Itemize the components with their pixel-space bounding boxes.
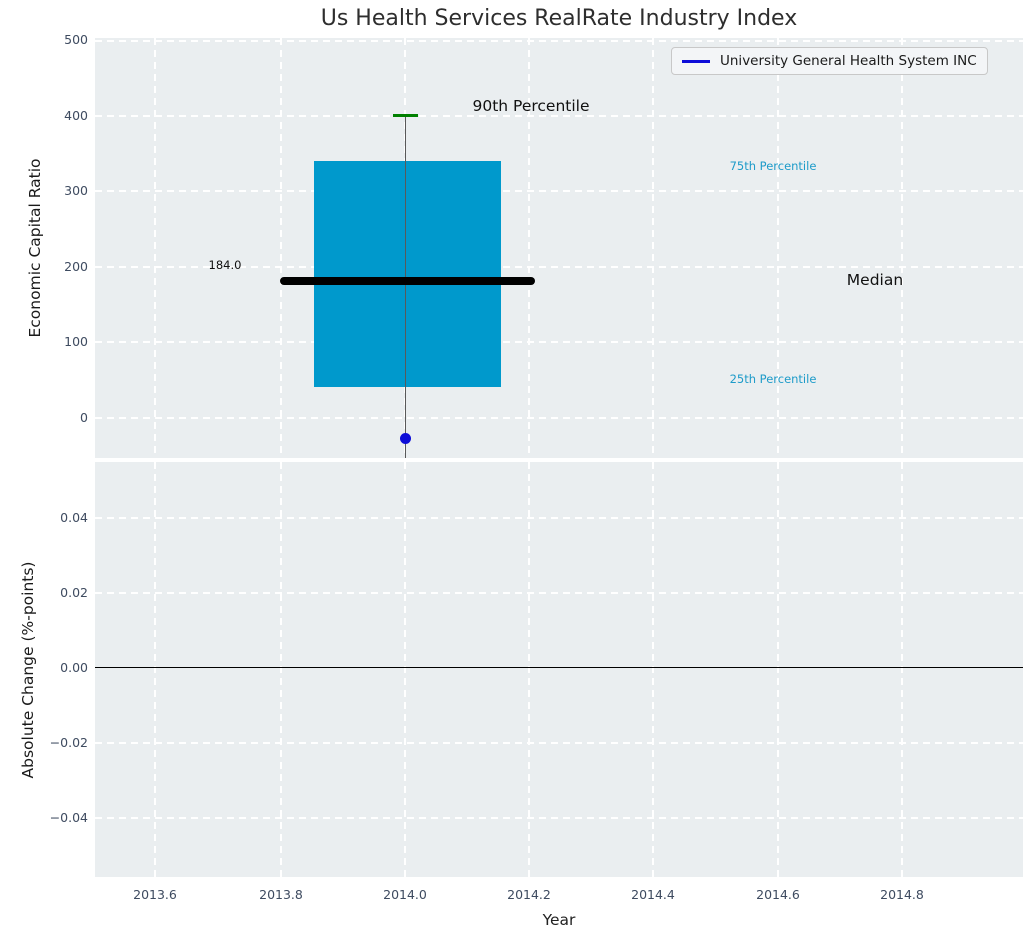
top-plot-area: 90th Percentile 75th Percentile Median 2… — [95, 38, 1023, 458]
gridline-v — [280, 462, 282, 877]
xtick-label: 2014.8 — [880, 887, 924, 902]
gridline-v — [154, 38, 156, 458]
company-data-point — [400, 433, 411, 444]
zero-change-line — [95, 666, 1023, 669]
ytick-label: 0.02 — [60, 584, 88, 600]
gridline-v — [777, 38, 779, 458]
ytick-label: 300 — [64, 183, 88, 198]
legend-entry-label: University General Health System INC — [720, 53, 977, 69]
ytick-label: 400 — [64, 107, 88, 123]
bottom-y-axis-label: Absolute Change (%-points) — [19, 561, 37, 779]
legend: University General Health System INC — [671, 47, 988, 75]
xtick-label: 2014.6 — [756, 887, 800, 902]
gridline-v — [901, 462, 903, 877]
gridline-v — [652, 462, 654, 877]
annotation-25th-percentile: 25th Percentile — [729, 372, 817, 386]
gridline-v — [652, 38, 654, 458]
xtick-label: 2013.6 — [133, 887, 177, 902]
xtick-label: 2014.2 — [507, 887, 551, 902]
median-value-label: 184.0 — [208, 258, 242, 272]
ytick-label: 0 — [80, 409, 88, 425]
chart-title: Us Health Services RealRate Industry Ind… — [320, 6, 798, 31]
annotation-90th-percentile: 90th Percentile — [472, 97, 590, 115]
gridline-h — [95, 816, 1023, 819]
gridline-h — [95, 341, 1023, 343]
gridline-h — [95, 741, 1023, 744]
interquartile-box — [314, 161, 501, 387]
gridline-v — [154, 462, 156, 877]
top-y-axis-label: Economic Capital Ratio — [26, 158, 44, 338]
xtick-label: 2014.0 — [383, 887, 427, 902]
legend-line-sample — [682, 59, 710, 63]
gridline-v — [528, 462, 530, 877]
gridline-v — [777, 462, 779, 877]
ytick-label: −0.02 — [49, 734, 88, 750]
annotation-median: Median — [846, 271, 904, 289]
gridline-h — [95, 516, 1023, 519]
gridline-h — [95, 190, 1023, 192]
90th-percentile-cap — [393, 114, 418, 117]
ytick-label: 100 — [64, 334, 88, 349]
gridline-v — [901, 38, 903, 458]
gridline-v — [280, 38, 282, 458]
gridline-h — [95, 416, 1023, 419]
gridline-h — [95, 265, 1023, 268]
ytick-label: −0.04 — [49, 809, 88, 825]
gridline-h — [95, 40, 1023, 42]
percentile-whisker-line — [404, 115, 407, 458]
annotation-75th-percentile: 75th Percentile — [729, 159, 817, 173]
gridline-v — [404, 462, 406, 877]
x-axis-label: Year — [542, 911, 576, 929]
ytick-label: 0.04 — [60, 509, 88, 525]
ytick-label: 200 — [64, 258, 88, 274]
ytick-label: 0.00 — [60, 659, 88, 675]
xtick-label: 2014.4 — [631, 887, 675, 902]
ytick-label: 500 — [64, 32, 88, 47]
gridline-v — [528, 38, 530, 458]
median-line — [280, 277, 535, 285]
xtick-label: 2013.8 — [259, 887, 303, 902]
bottom-plot-area — [95, 462, 1023, 877]
gridline-h — [95, 115, 1023, 117]
gridline-h — [95, 591, 1023, 594]
